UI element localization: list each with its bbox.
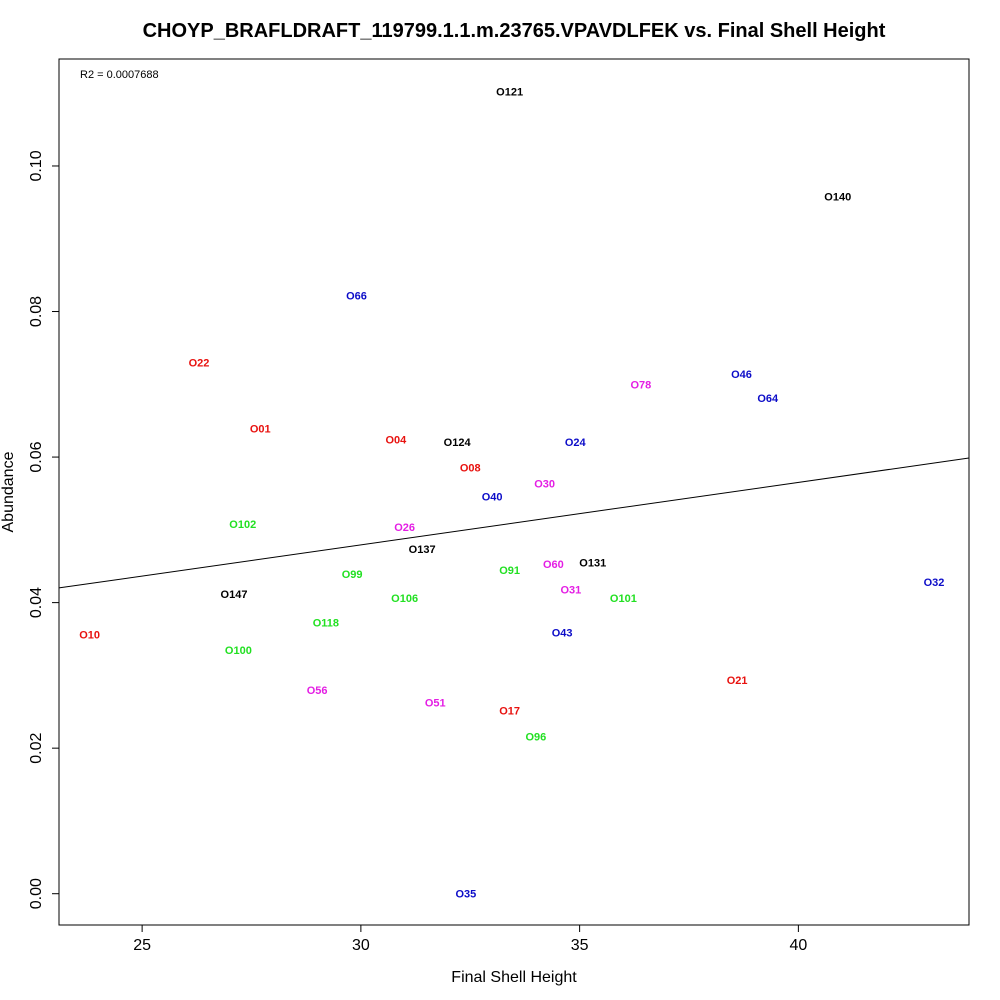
y-tick-label: 0.04 [28,587,45,618]
point-label: O10 [79,630,100,642]
point-label: O137 [409,544,436,556]
y-tick-label: 0.08 [28,296,45,327]
x-tick-label: 25 [133,937,151,954]
x-axis-label: Final Shell Height [451,969,577,986]
point-label: O43 [552,627,573,639]
point-label: O24 [565,437,587,449]
point-label: O17 [499,705,520,717]
point-label: O101 [610,593,637,605]
point-label: O46 [731,369,752,381]
point-label: O21 [727,675,748,687]
x-tick-label: 30 [352,937,370,954]
regression-line-layer [58,457,970,589]
point-label: O51 [425,697,446,709]
point-label: O31 [560,585,581,597]
y-axis-label: Abundance [0,451,17,532]
y-axis: 0.00 0.02 0.04 0.06 0.08 0.10 [28,150,59,909]
point-label: O102 [229,519,256,531]
point-label: O40 [482,491,503,503]
point-label: O22 [189,357,210,369]
point-label: O04 [385,435,407,447]
r2-annotation: R2 = 0.0007688 [80,69,159,81]
point-label: O66 [346,291,367,303]
point-label: O131 [579,558,606,570]
point-label: O01 [250,424,271,436]
point-label: O26 [394,522,415,534]
point-label: O32 [924,577,945,589]
point-label: O91 [499,565,520,577]
y-tick-label: 0.00 [28,878,45,909]
plot-frame [58,58,970,926]
points-layer: O121 O140 O66 O22 O78 O46 O64 O01 O04 O124 O24 O08 O… [79,87,944,901]
point-label: O56 [307,685,328,697]
x-tick-label: 35 [571,937,589,954]
regression-line [58,457,970,589]
point-label: O118 [313,617,339,629]
y-tick-label: 0.02 [28,732,45,763]
point-label: O106 [391,593,418,605]
point-label: O64 [757,393,779,405]
x-axis: 25 30 35 40 [133,925,807,954]
point-label: O100 [225,645,252,657]
x-tick-label: 40 [789,937,807,954]
point-label: O140 [824,192,851,204]
point-label: O35 [455,889,476,901]
point-label: O96 [525,732,546,744]
y-tick-label: 0.06 [28,441,45,472]
point-label: O78 [630,379,651,391]
point-label: O121 [496,87,523,99]
y-tick-label: 0.10 [28,150,45,181]
point-label: O124 [444,437,472,449]
point-label: O99 [342,569,363,581]
point-label: O147 [221,589,248,601]
point-label: O30 [534,478,555,490]
point-label: O60 [543,559,564,571]
chart-title: CHOYP_BRAFLDRAFT_119799.1.1.m.23765.VPAV… [143,20,886,42]
point-label: O08 [460,462,481,474]
